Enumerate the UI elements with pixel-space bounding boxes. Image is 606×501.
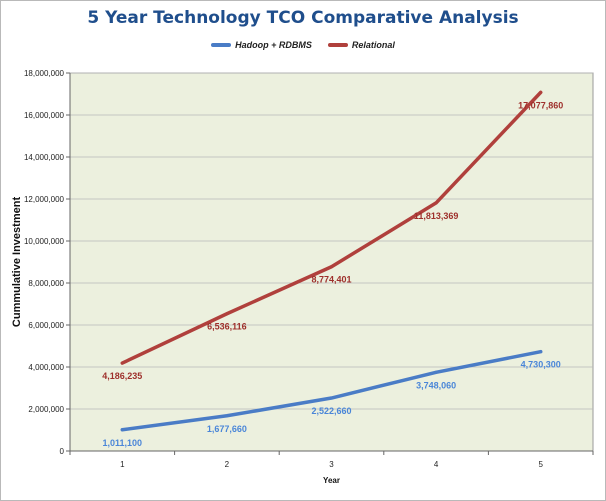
y-tick-label: 6,000,000 — [28, 321, 64, 330]
data-point-series-1 — [120, 428, 124, 432]
data-point-series-2 — [539, 90, 543, 94]
data-label-series-2: 4,186,235 — [102, 371, 142, 381]
legend-label-series-1: Hadoop + RDBMS — [235, 40, 312, 50]
x-tick-label: 4 — [434, 460, 439, 469]
data-label-series-2: 11,813,369 — [414, 211, 459, 221]
y-tick-label: 14,000,000 — [24, 153, 65, 162]
data-point-series-2 — [434, 201, 438, 205]
y-tick-label: 10,000,000 — [24, 237, 65, 246]
data-point-series-1 — [434, 370, 438, 374]
y-tick-label: 16,000,000 — [24, 111, 65, 120]
x-tick-label: 1 — [120, 460, 125, 469]
y-tick-label: 2,000,000 — [28, 405, 64, 414]
y-tick-label: 8,000,000 — [28, 279, 64, 288]
x-tick-label: 2 — [225, 460, 230, 469]
legend-item-series-1: Hadoop + RDBMS — [211, 40, 312, 50]
data-point-series-1 — [225, 414, 229, 418]
data-label-series-1: 3,748,060 — [416, 380, 456, 390]
data-point-series-1 — [330, 396, 333, 400]
legend-label-series-2: Relational — [351, 40, 395, 50]
legend-item-series-2: Relational — [327, 40, 395, 50]
data-label-series-2: 17,077,860 — [518, 100, 563, 110]
y-tick-label: 0 — [60, 447, 65, 456]
chart-legend: Hadoop + RDBMS Relational — [0, 40, 606, 50]
data-point-series-1 — [539, 350, 543, 354]
y-tick-label: 4,000,000 — [28, 363, 64, 372]
chart-title: 5 Year Technology TCO Comparative Analys… — [87, 8, 519, 28]
y-tick-label: 18,000,000 — [24, 69, 65, 78]
x-tick-label: 5 — [538, 460, 543, 469]
data-point-series-2 — [120, 361, 124, 365]
data-label-series-2: 6,536,116 — [207, 322, 247, 332]
plot-area — [69, 72, 594, 452]
data-label-series-1: 2,522,660 — [311, 406, 351, 416]
data-point-series-2 — [225, 312, 229, 316]
legend-swatch-series-2 — [327, 43, 348, 47]
data-point-series-2 — [330, 265, 333, 269]
y-axis-title: Cummulative Investment — [11, 197, 23, 328]
data-label-series-1: 1,677,660 — [207, 424, 247, 434]
x-axis-title: Year — [323, 476, 340, 485]
data-label-series-1: 4,730,300 — [521, 360, 561, 370]
data-label-series-2: 8,774,401 — [311, 275, 351, 285]
x-tick-label: 3 — [329, 460, 334, 469]
y-tick-label: 12,000,000 — [24, 195, 65, 204]
data-label-series-1: 1,011,100 — [103, 438, 143, 448]
legend-swatch-series-1 — [211, 43, 232, 47]
